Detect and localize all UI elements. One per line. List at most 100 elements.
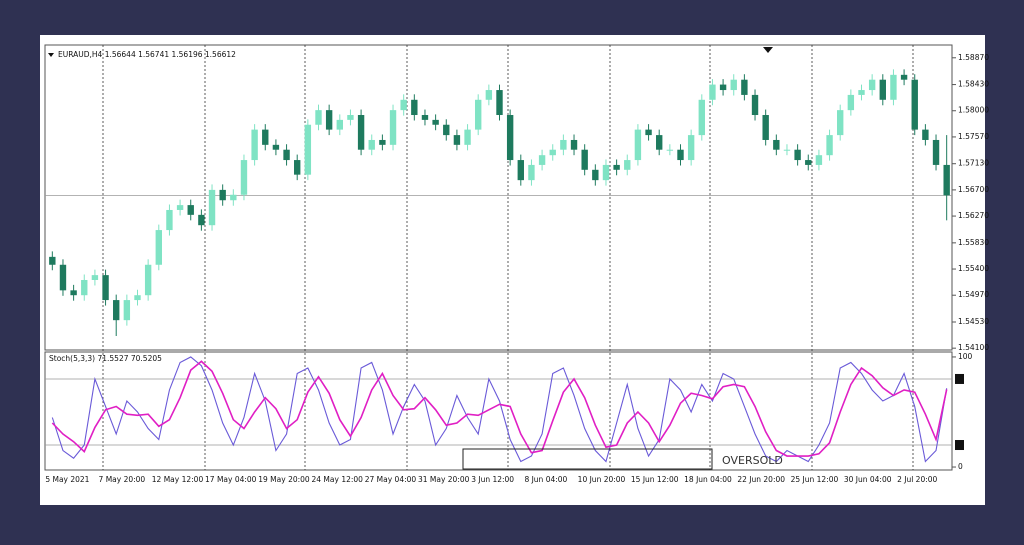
candle-body	[389, 110, 397, 145]
candle-body	[538, 155, 546, 165]
level-tag	[955, 440, 964, 451]
candle-body	[773, 139, 780, 150]
candle-body	[943, 164, 950, 196]
level-tag	[955, 373, 964, 384]
candle-body	[219, 189, 226, 201]
candle-body	[240, 160, 248, 195]
candle-body	[805, 160, 812, 165]
stoch-panel	[44, 351, 953, 471]
candle-body	[698, 99, 705, 136]
y-tick-label: 1.56270	[958, 211, 989, 220]
candle-body	[187, 205, 194, 215]
x-tick-label: 22 Jun 20:00	[737, 475, 785, 484]
candle-body	[847, 94, 855, 111]
y-tick-label: 1.54970	[958, 290, 989, 299]
candle-body	[656, 135, 663, 150]
candle-body	[49, 256, 56, 265]
x-tick-label: 31 May 20:00	[418, 475, 470, 484]
candle-body	[624, 160, 631, 170]
y-tick-label: 1.55400	[958, 264, 989, 273]
x-tick-label: 18 Jun 04:00	[684, 475, 732, 484]
separators	[102, 45, 914, 470]
candle-body	[506, 115, 514, 161]
candle-body	[741, 79, 748, 95]
candle-body	[464, 129, 471, 145]
candle-body	[496, 90, 503, 116]
candle-body	[613, 164, 620, 170]
candle-body	[283, 149, 290, 161]
candle-body	[421, 115, 429, 120]
candle-body	[666, 149, 674, 151]
candle-body	[528, 164, 535, 181]
candle-body	[251, 129, 258, 161]
candle-body	[890, 74, 897, 100]
candle-body	[730, 79, 737, 91]
annotation: OVERSOLD	[722, 454, 783, 467]
x-tick-label: 8 Jun 04:00	[524, 475, 567, 484]
candle-body	[868, 79, 876, 91]
y-tick-label: 100	[958, 352, 973, 361]
candle-body	[113, 300, 120, 321]
candle-body	[198, 214, 205, 226]
candle-body	[560, 139, 567, 150]
candle-body	[900, 74, 908, 80]
y-tick-label: 1.58430	[958, 80, 989, 89]
candle-body	[347, 115, 354, 120]
candle-body	[91, 275, 99, 280]
candle-body	[134, 295, 141, 301]
candle-body	[70, 290, 77, 296]
y-tick-label: 0	[958, 462, 963, 471]
header-arrow	[48, 53, 54, 57]
candle-body	[475, 99, 482, 130]
candle-body	[815, 155, 823, 165]
stoch-header: Stoch(5,3,3) 71.5527 70.5205	[49, 354, 162, 363]
candle-body	[634, 129, 642, 161]
candle-body	[592, 169, 599, 181]
stoch-line	[51, 360, 948, 457]
candle-body	[102, 275, 109, 301]
candle-body	[262, 129, 269, 145]
candle-body	[59, 264, 67, 291]
candle-body	[208, 189, 216, 226]
candle-body	[783, 149, 791, 151]
candle-body	[751, 94, 759, 116]
x-tick-label: 5 May 2021	[45, 475, 89, 484]
y-tick-label: 1.56700	[958, 185, 989, 194]
candle-body	[379, 139, 386, 145]
x-tick-label: 30 Jun 04:00	[844, 475, 892, 484]
y-tick-label: 1.57570	[958, 132, 989, 141]
candle-body	[123, 300, 131, 321]
y-tick-label: 1.57130	[958, 159, 989, 168]
candle-body	[602, 164, 610, 181]
y-tick-label: 1.58000	[958, 106, 989, 115]
candle-body	[709, 84, 716, 100]
candle-body	[581, 149, 588, 170]
candle-body	[837, 110, 844, 136]
candle-body	[325, 110, 333, 130]
x-tick-label: 25 Jun 12:00	[791, 475, 839, 484]
candle-body	[357, 115, 365, 150]
candle-body	[368, 139, 375, 150]
x-tick-label: 17 May 04:00	[205, 475, 257, 484]
candle-body	[315, 110, 322, 125]
y-tick-label: 1.58870	[958, 53, 989, 62]
candle-body	[911, 79, 918, 130]
candle-body	[826, 135, 833, 156]
candle-body	[762, 115, 769, 140]
candle-body	[879, 79, 886, 100]
candle-body	[144, 264, 152, 296]
candle-body	[294, 160, 301, 175]
candle-body	[677, 149, 684, 161]
candle-body	[932, 139, 940, 165]
x-tick-label: 3 Jun 12:00	[471, 475, 514, 484]
candle-body	[230, 194, 237, 201]
candle-body	[687, 135, 695, 161]
candle-body	[922, 129, 929, 140]
oversold-box	[462, 448, 713, 470]
x-tick-label: 7 May 20:00	[99, 475, 146, 484]
candle-body	[400, 99, 407, 111]
candle-body	[794, 149, 801, 161]
candle-body	[517, 160, 524, 181]
candle-body	[166, 209, 173, 231]
